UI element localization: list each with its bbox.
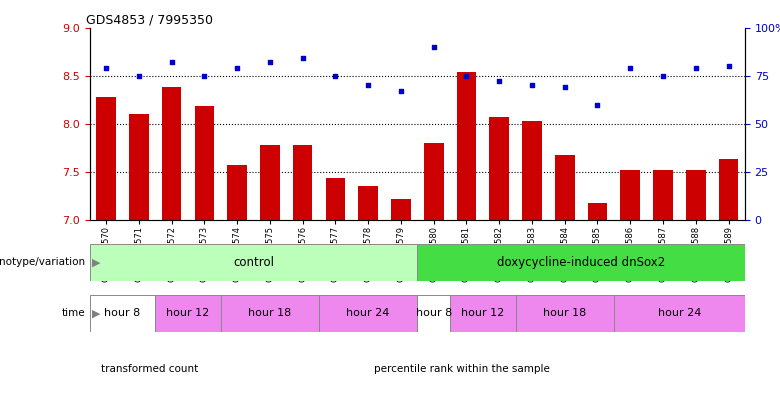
- Bar: [450, 295, 516, 332]
- Text: hour 12: hour 12: [166, 309, 210, 318]
- Point: [296, 55, 309, 61]
- Bar: [614, 244, 647, 281]
- Bar: [292, 145, 313, 220]
- Text: genotype/variation: genotype/variation: [0, 257, 86, 267]
- Text: hour 18: hour 18: [543, 309, 587, 318]
- Bar: [260, 145, 280, 220]
- Bar: [391, 199, 411, 220]
- Point: [100, 65, 112, 71]
- Bar: [718, 160, 739, 220]
- Point: [493, 78, 505, 84]
- Text: time: time: [62, 309, 86, 318]
- Point: [690, 65, 702, 71]
- Bar: [188, 244, 221, 281]
- Text: hour 8: hour 8: [416, 309, 452, 318]
- Text: hour 18: hour 18: [248, 309, 292, 318]
- Bar: [424, 143, 444, 220]
- Bar: [96, 97, 116, 220]
- Point: [427, 44, 440, 50]
- Text: percentile rank within the sample: percentile rank within the sample: [374, 364, 550, 375]
- Bar: [653, 170, 673, 220]
- Bar: [155, 295, 221, 332]
- Bar: [90, 244, 122, 281]
- Bar: [352, 244, 385, 281]
- Bar: [90, 244, 417, 281]
- Bar: [90, 295, 155, 332]
- Bar: [254, 244, 286, 281]
- Point: [460, 72, 473, 79]
- Bar: [417, 244, 450, 281]
- Bar: [522, 121, 542, 220]
- Point: [591, 101, 604, 108]
- Point: [198, 72, 211, 79]
- Bar: [286, 244, 319, 281]
- Point: [395, 88, 407, 94]
- Bar: [450, 244, 483, 281]
- Point: [657, 72, 669, 79]
- Point: [165, 59, 178, 65]
- Point: [329, 72, 342, 79]
- Bar: [325, 178, 346, 220]
- Text: hour 8: hour 8: [105, 309, 140, 318]
- Text: hour 24: hour 24: [658, 309, 701, 318]
- Point: [133, 72, 145, 79]
- Text: transformed count: transformed count: [101, 364, 199, 375]
- Bar: [483, 244, 516, 281]
- Bar: [712, 244, 745, 281]
- Bar: [456, 72, 477, 220]
- Bar: [221, 244, 254, 281]
- Bar: [194, 107, 215, 220]
- Bar: [548, 244, 581, 281]
- Point: [231, 65, 243, 71]
- Point: [722, 63, 735, 69]
- Bar: [319, 244, 352, 281]
- Bar: [385, 244, 417, 281]
- Bar: [358, 186, 378, 220]
- Bar: [155, 244, 188, 281]
- Text: ▶: ▶: [92, 309, 101, 318]
- Point: [558, 84, 571, 90]
- Bar: [555, 154, 575, 220]
- Bar: [647, 244, 679, 281]
- Bar: [614, 295, 745, 332]
- Text: ▶: ▶: [92, 257, 101, 267]
- Bar: [587, 203, 608, 220]
- Point: [264, 59, 276, 65]
- Text: hour 12: hour 12: [461, 309, 505, 318]
- Bar: [417, 244, 745, 281]
- Bar: [122, 244, 155, 281]
- Bar: [686, 170, 706, 220]
- Point: [624, 65, 636, 71]
- Bar: [227, 165, 247, 220]
- Point: [362, 82, 374, 88]
- Bar: [516, 295, 614, 332]
- Bar: [489, 117, 509, 220]
- Bar: [581, 244, 614, 281]
- Bar: [129, 114, 149, 220]
- Text: GDS4853 / 7995350: GDS4853 / 7995350: [87, 13, 214, 26]
- Bar: [161, 87, 182, 220]
- Bar: [679, 244, 712, 281]
- Bar: [319, 295, 417, 332]
- Text: control: control: [233, 256, 274, 269]
- Text: doxycycline-induced dnSox2: doxycycline-induced dnSox2: [497, 256, 665, 269]
- Bar: [417, 295, 450, 332]
- Point: [526, 82, 538, 88]
- Text: hour 24: hour 24: [346, 309, 390, 318]
- Bar: [221, 295, 319, 332]
- Bar: [620, 170, 640, 220]
- Bar: [516, 244, 548, 281]
